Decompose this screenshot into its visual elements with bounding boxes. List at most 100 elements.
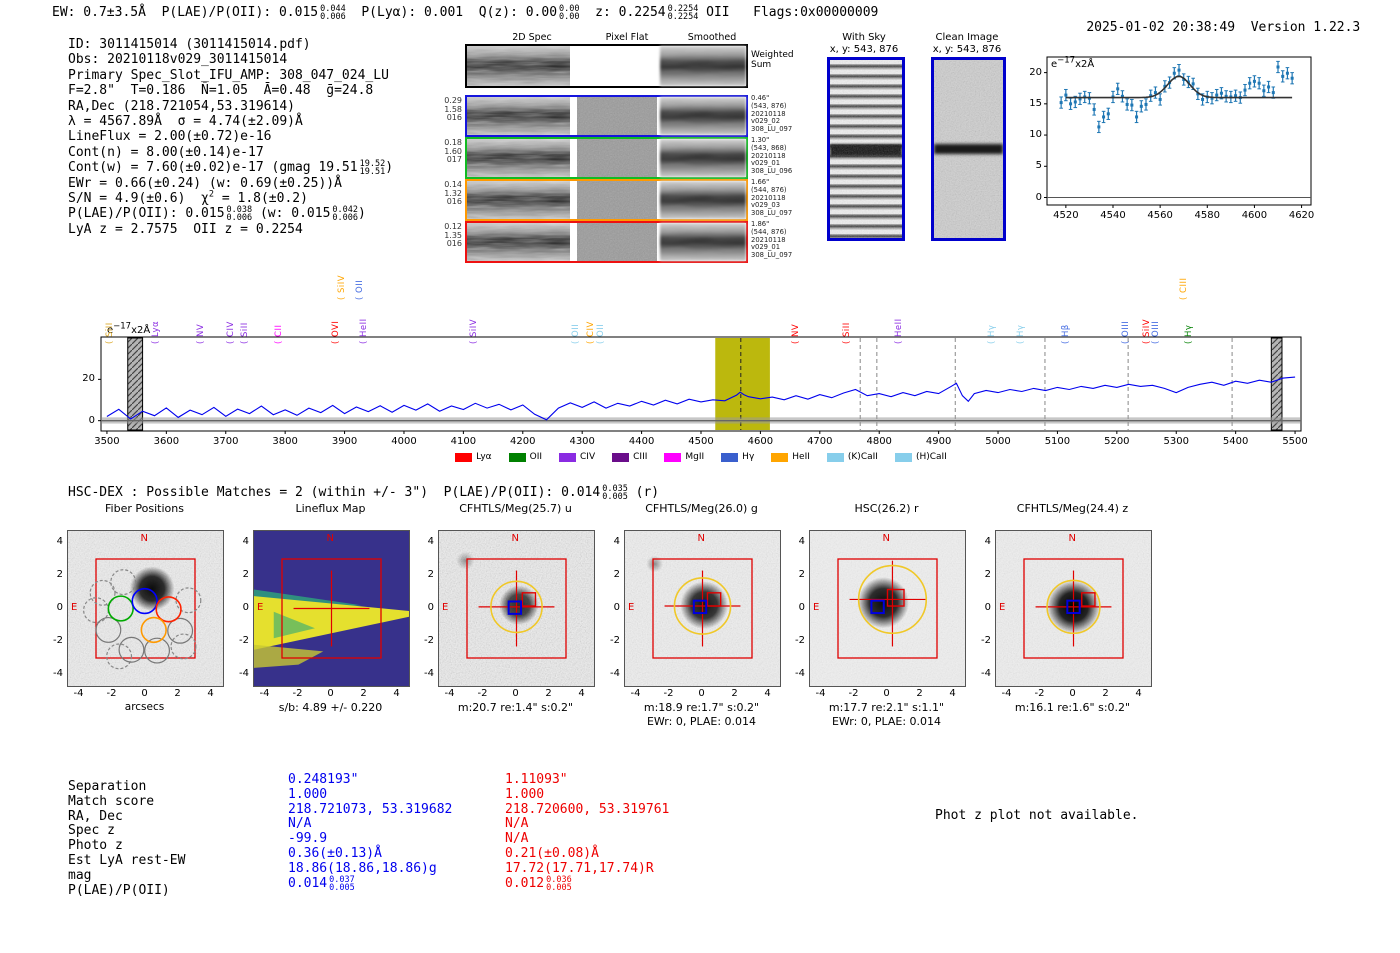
weighted-sum-label: Weighted Sum xyxy=(751,50,794,70)
summary-line-3: F=2.8" T=0.186 N̄=1.05 Ā=0.48 ḡ=24.8 xyxy=(68,83,374,99)
cutout-xtick: 4 xyxy=(949,688,956,699)
legend-item-ciii: CIII xyxy=(612,452,647,462)
cutout-ytick: -2 xyxy=(239,634,249,646)
cutout-title: CFHTLS/Meg(26.0) g xyxy=(645,502,758,515)
emission-line-label-ovi: ( OVI xyxy=(330,320,341,344)
emission-line-label-oiii: ( OIII xyxy=(1150,320,1161,344)
spec-xtick: 4700 xyxy=(807,436,833,447)
match-position-box-red xyxy=(521,592,537,607)
hsc-dex-matches-line: HSC-DEX : Possible Matches = 2 (within +… xyxy=(68,484,660,503)
spec-xtick: 5400 xyxy=(1222,436,1249,447)
fit-xtick: 4600 xyxy=(1241,210,1268,221)
noise-texture xyxy=(577,223,657,261)
clean-image-title: Clean Image xyxy=(935,32,999,43)
cutout-mag-line: m:16.1 re:1.6" s:0.2" xyxy=(1014,701,1131,714)
cutout-xtick: -2 xyxy=(106,688,117,699)
emission-line-label-cii: ( CII xyxy=(273,324,284,344)
match-position-box-blue xyxy=(870,599,885,615)
compass-north: N xyxy=(1068,533,1076,544)
fit-ytick: 20 xyxy=(1029,66,1042,78)
match-value-cat1: 0.36(±0.13)Å xyxy=(288,846,382,861)
clean-image-xy: x, y: 543, 876 xyxy=(932,43,1002,55)
match-aperture-circle xyxy=(1046,579,1101,635)
cutout-xtick: 4 xyxy=(1135,688,1142,699)
cutout-mag-line: m:17.7 re:2.1" s:1.1" xyxy=(828,701,945,714)
legend-swatch xyxy=(664,452,682,462)
emission-line-label-hγ: ( Hγ xyxy=(1183,324,1194,344)
spec2d-smooth xyxy=(660,181,746,219)
emission-line-label-siiv: ( SiIV xyxy=(336,274,347,300)
emission-line-label-oii: ( OII xyxy=(355,279,366,300)
cutout-xtick: 2 xyxy=(360,688,367,699)
spec2d-flat xyxy=(577,181,657,219)
catalog-match-table: Separation 0.248193" 1.11093" Match score 1.… xyxy=(0,765,1400,905)
cutout-xtick: 0 xyxy=(1069,688,1076,699)
aperture-box xyxy=(281,558,382,659)
compass-east: E xyxy=(999,601,1006,613)
emission-line-label-hγ: ( Hγ xyxy=(986,324,997,344)
cutout-ytick: -4 xyxy=(239,667,249,679)
cutout-plae-line: EWr: 0, PLAE: 0.014 xyxy=(646,715,757,728)
compass-north: N xyxy=(511,533,519,544)
match-value-cat1: 0.248193" xyxy=(288,772,359,787)
cutout-title: CFHTLS/Meg(24.4) z xyxy=(1016,502,1129,515)
match-aperture-circle xyxy=(490,580,543,634)
fiber-row-right-label: 1.66" (544, 876) 20210118 v029_03 308_LU_097 xyxy=(751,178,793,218)
with-sky-title: With Sky xyxy=(842,32,886,43)
summary-line-9: EWr = 0.66(±0.24) (w: 0.69(±0.25))Å xyxy=(68,175,342,191)
cutout-xtick: -2 xyxy=(292,688,303,699)
fiber-row-2dspec xyxy=(465,221,748,263)
with-sky-header: With Sky x, y: 543, 876 xyxy=(812,32,916,55)
emission-line-label-ciii: ( CIII xyxy=(1179,277,1190,300)
cutout-overlay xyxy=(652,558,753,659)
spec-ytick: 20 xyxy=(82,373,95,385)
fit-ytick: 15 xyxy=(1029,97,1042,109)
fiber-circle-gray xyxy=(144,637,171,664)
fit-plot-canvas xyxy=(1044,56,1312,208)
uncertainty-fraction: 0.035 0.005 xyxy=(602,484,628,503)
spec2d-spec xyxy=(467,46,570,86)
summary-line-11: P(LAE)/P(OII): 0.015 0.038 0.006 (w: 0.015… xyxy=(68,205,366,224)
photz-note: Phot z plot not available. xyxy=(935,808,1139,823)
legend-swatch xyxy=(894,452,912,462)
match-row-label: Separation xyxy=(68,779,147,794)
cutout-mag-line: m:20.7 re:1.4" s:0.2" xyxy=(457,701,574,714)
cutout-mag-line: s/b: 4.89 +/- 0.220 xyxy=(278,701,383,714)
fit-ytick: 5 xyxy=(1035,160,1042,172)
cutout-ytick: -2 xyxy=(795,634,805,646)
fiber-row-2dspec xyxy=(465,179,748,221)
match-value-cat2: 1.000 xyxy=(505,786,545,802)
cutout-xtick: 0 xyxy=(327,688,334,699)
fiber-circle-gray xyxy=(95,616,122,643)
cutout-mag-line: m:18.9 re:1.7" s:0.2" xyxy=(643,701,760,714)
cutout-ytick: 2 xyxy=(613,568,620,580)
cutout-ytick: 0 xyxy=(798,601,805,613)
cutout-xtick: 4 xyxy=(207,688,214,699)
fit-xtick: 4540 xyxy=(1100,210,1126,221)
fiber-row-right-label: 1.86" (544, 876) 20210118 v029_01 308_LU_097 xyxy=(751,220,793,260)
cutout-xtick: -2 xyxy=(477,688,488,699)
cutout-ytick: -4 xyxy=(610,667,620,679)
legend-item-(h)caii: (H)CaII xyxy=(894,452,947,462)
legend-swatch xyxy=(771,452,789,462)
cutout-title: Fiber Positions xyxy=(105,502,184,515)
uncertainty-fraction: 19.52 19.51 xyxy=(359,159,386,178)
cutout-panel-1: Lineflux Map N E -4 -4 -2 -2 0 0 2 2 4 4 s/b: 4.89 +/… xyxy=(239,502,410,723)
emission-line-label-heii: ( HeII xyxy=(894,318,904,344)
legend-swatch xyxy=(612,452,630,462)
summary-line-7: Cont(n) = 8.00(±0.14)e-17 xyxy=(68,144,264,160)
detection-summary-block: ID: 3011415014 (3011415014.pdf) Obs: 2021… xyxy=(68,37,393,237)
fiber-circle-gray xyxy=(118,636,145,663)
summary-line-1: Obs: 20210118v029_3011415014 xyxy=(68,52,288,68)
emission-line-label-siii: ( SiII xyxy=(104,322,115,344)
emission-line-label-hγ: ( Hγ xyxy=(1015,324,1026,344)
compass-north: N xyxy=(326,533,334,544)
noise-texture xyxy=(660,139,746,177)
cutout-overlay xyxy=(1023,558,1124,659)
spec-ytick: 0 xyxy=(88,414,95,426)
spec-unit-label: e−17x2Å xyxy=(107,321,151,336)
fiber-circle xyxy=(155,596,182,623)
cutout-ytick: 0 xyxy=(984,601,991,613)
cutout-xtick: 4 xyxy=(578,688,585,699)
